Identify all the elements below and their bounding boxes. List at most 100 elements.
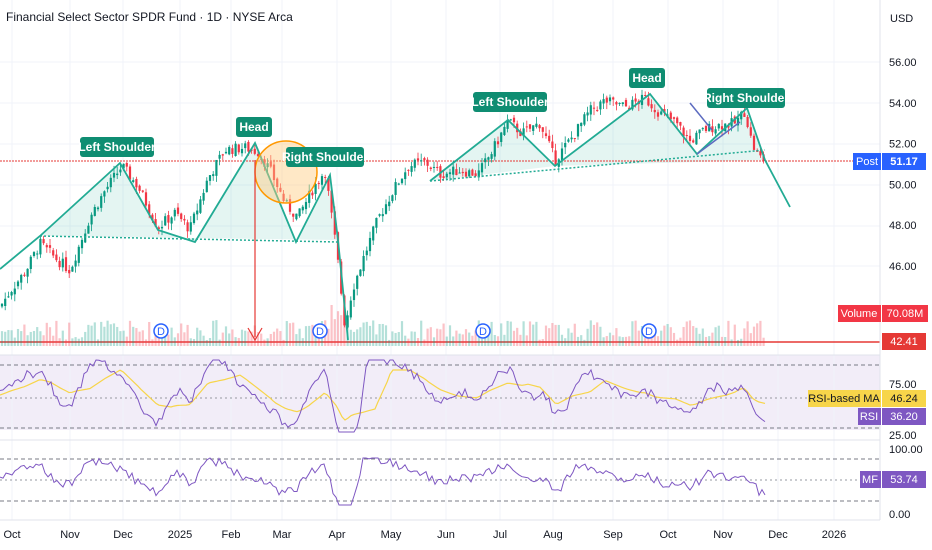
- candle-body: [474, 173, 477, 177]
- volume-bar: [375, 334, 378, 346]
- volume-bar: [432, 337, 436, 346]
- candle-body: [714, 129, 717, 134]
- candle-body: [384, 204, 388, 214]
- volume-bar: [596, 322, 599, 346]
- volume-bar: [615, 328, 618, 346]
- candle-body: [570, 137, 573, 140]
- volume-bar: [93, 322, 96, 346]
- volume-bar: [100, 321, 103, 346]
- volume-bar: [266, 338, 269, 346]
- volume-bar: [724, 337, 727, 346]
- volume-bar: [77, 338, 80, 346]
- volume-bar: [317, 333, 320, 346]
- head-label-bg: [629, 68, 665, 88]
- candle-body: [80, 239, 84, 249]
- volume-bar: [557, 324, 560, 346]
- volume-bar: [199, 330, 202, 346]
- candle-body: [608, 97, 612, 102]
- post-badge-bg: [853, 153, 881, 170]
- candle-body: [538, 125, 541, 129]
- volume-bar: [164, 335, 167, 346]
- time-tick: Jul: [493, 529, 507, 541]
- volume-bar: [106, 320, 109, 346]
- price-axis[interactable]: 56.00 54.00 52.00 50.00 48.00 46.00 75.00 25.00…: [889, 57, 923, 521]
- mf-tick: 0.00: [889, 509, 910, 521]
- candle-body: [212, 174, 215, 177]
- candle-body: [61, 258, 64, 268]
- candle-body: [304, 201, 308, 210]
- candle-body: [471, 169, 474, 176]
- dividend-marker-label: D: [157, 326, 165, 338]
- volume-bar: [573, 323, 576, 346]
- candle-body: [573, 138, 576, 140]
- time-tick: Sep: [603, 529, 623, 541]
- candle-body: [580, 122, 583, 127]
- candle-body: [266, 163, 269, 168]
- candle-body: [148, 204, 151, 215]
- volume-bar: [516, 327, 519, 346]
- dividend-marker-label: D: [479, 326, 487, 338]
- volume-bar: [759, 320, 762, 346]
- volume-bar: [672, 332, 676, 346]
- volume-bar: [484, 333, 487, 346]
- candle-body: [96, 207, 100, 210]
- volume-bar: [87, 324, 90, 346]
- candle-body: [244, 143, 247, 149]
- candle-body: [32, 252, 36, 256]
- time-axis[interactable]: Oct Nov Dec 2025 Feb Mar Apr May Jun Jul Aug Sep Oct…: [3, 529, 846, 541]
- low-badge: 42.41: [890, 336, 918, 348]
- volume-bar: [116, 326, 119, 346]
- dividend-marker-label: D: [645, 326, 653, 338]
- pattern-fill-1: [0, 143, 338, 269]
- volume-bar: [644, 337, 647, 346]
- volume-bar: [64, 339, 68, 346]
- volume-bar: [132, 326, 135, 346]
- volume-bar: [224, 326, 228, 346]
- candle-body: [596, 109, 599, 111]
- volume-bar: [682, 326, 685, 346]
- candle-body: [93, 206, 96, 216]
- candle-body: [253, 148, 256, 154]
- candle-body: [672, 117, 676, 119]
- volume-bar: [0, 331, 4, 346]
- volume-bar: [378, 324, 381, 346]
- candle-body: [711, 126, 714, 133]
- candle-body: [13, 288, 16, 295]
- volume-bar: [263, 339, 266, 346]
- volume-bar: [762, 337, 765, 346]
- volume-bar: [58, 338, 61, 346]
- rsi-tick: 75.00: [889, 379, 917, 391]
- volume-bar: [42, 335, 45, 346]
- mf-badge-label: MF: [862, 474, 878, 486]
- dividend-marker: [312, 323, 328, 339]
- volume-bar: [576, 336, 580, 346]
- volume-bar: [384, 325, 388, 346]
- candle-body: [394, 182, 397, 195]
- time-tick: Apr: [328, 529, 345, 541]
- candle-body: [605, 97, 608, 103]
- candle-body: [276, 178, 279, 188]
- candle-body: [87, 225, 90, 234]
- candle-body: [154, 219, 157, 227]
- candle-body: [468, 170, 471, 177]
- volume-bar: [96, 339, 100, 346]
- volume-bar: [528, 321, 532, 346]
- volume-bar: [711, 332, 714, 346]
- candle-body: [490, 154, 493, 159]
- candle-body: [68, 269, 71, 274]
- candle-body: [362, 255, 365, 272]
- candle-body: [410, 166, 413, 172]
- candle-body: [157, 227, 160, 230]
- candle-body: [20, 274, 23, 283]
- candle-body: [592, 107, 596, 109]
- candle-body: [48, 245, 52, 248]
- volume-bar: [394, 332, 397, 346]
- volume-bar: [103, 326, 106, 346]
- candle-body: [388, 201, 391, 207]
- volume-bar: [183, 332, 186, 346]
- volume-bar: [269, 333, 272, 346]
- candle-body: [352, 289, 356, 301]
- volume-bar: [292, 322, 295, 346]
- candle-body: [228, 146, 231, 155]
